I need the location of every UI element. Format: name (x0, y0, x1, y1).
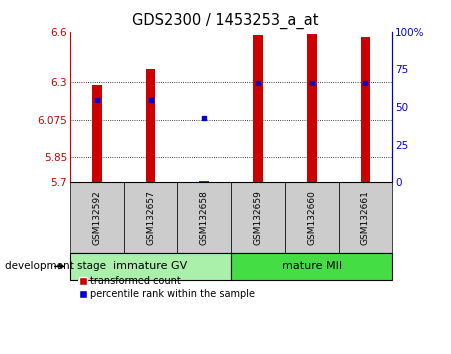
Text: GDS2300 / 1453253_a_at: GDS2300 / 1453253_a_at (132, 12, 319, 29)
Bar (307, 34, 317, 182)
Legend: transformed count, percentile rank within the sample: transformed count, percentile rank withi… (75, 273, 259, 303)
Bar (231, 253, 392, 280)
Bar (124, 182, 177, 253)
Text: GSM132659: GSM132659 (253, 190, 262, 245)
Text: GSM132661: GSM132661 (361, 190, 370, 245)
Text: development stage: development stage (5, 261, 106, 272)
Text: mature MII: mature MII (282, 261, 342, 272)
Text: immature GV: immature GV (113, 261, 188, 272)
Bar (70, 253, 231, 280)
Bar (146, 69, 155, 182)
Bar (70, 182, 124, 253)
Bar (253, 35, 263, 182)
Bar (339, 182, 392, 253)
Text: GSM132592: GSM132592 (92, 190, 101, 245)
Text: GSM132658: GSM132658 (200, 190, 209, 245)
Bar (361, 37, 370, 182)
Bar (231, 182, 285, 253)
Text: GSM132660: GSM132660 (307, 190, 316, 245)
Bar (92, 85, 101, 182)
Bar (285, 182, 339, 253)
Bar (177, 182, 231, 253)
Bar (199, 181, 209, 182)
Text: GSM132657: GSM132657 (146, 190, 155, 245)
